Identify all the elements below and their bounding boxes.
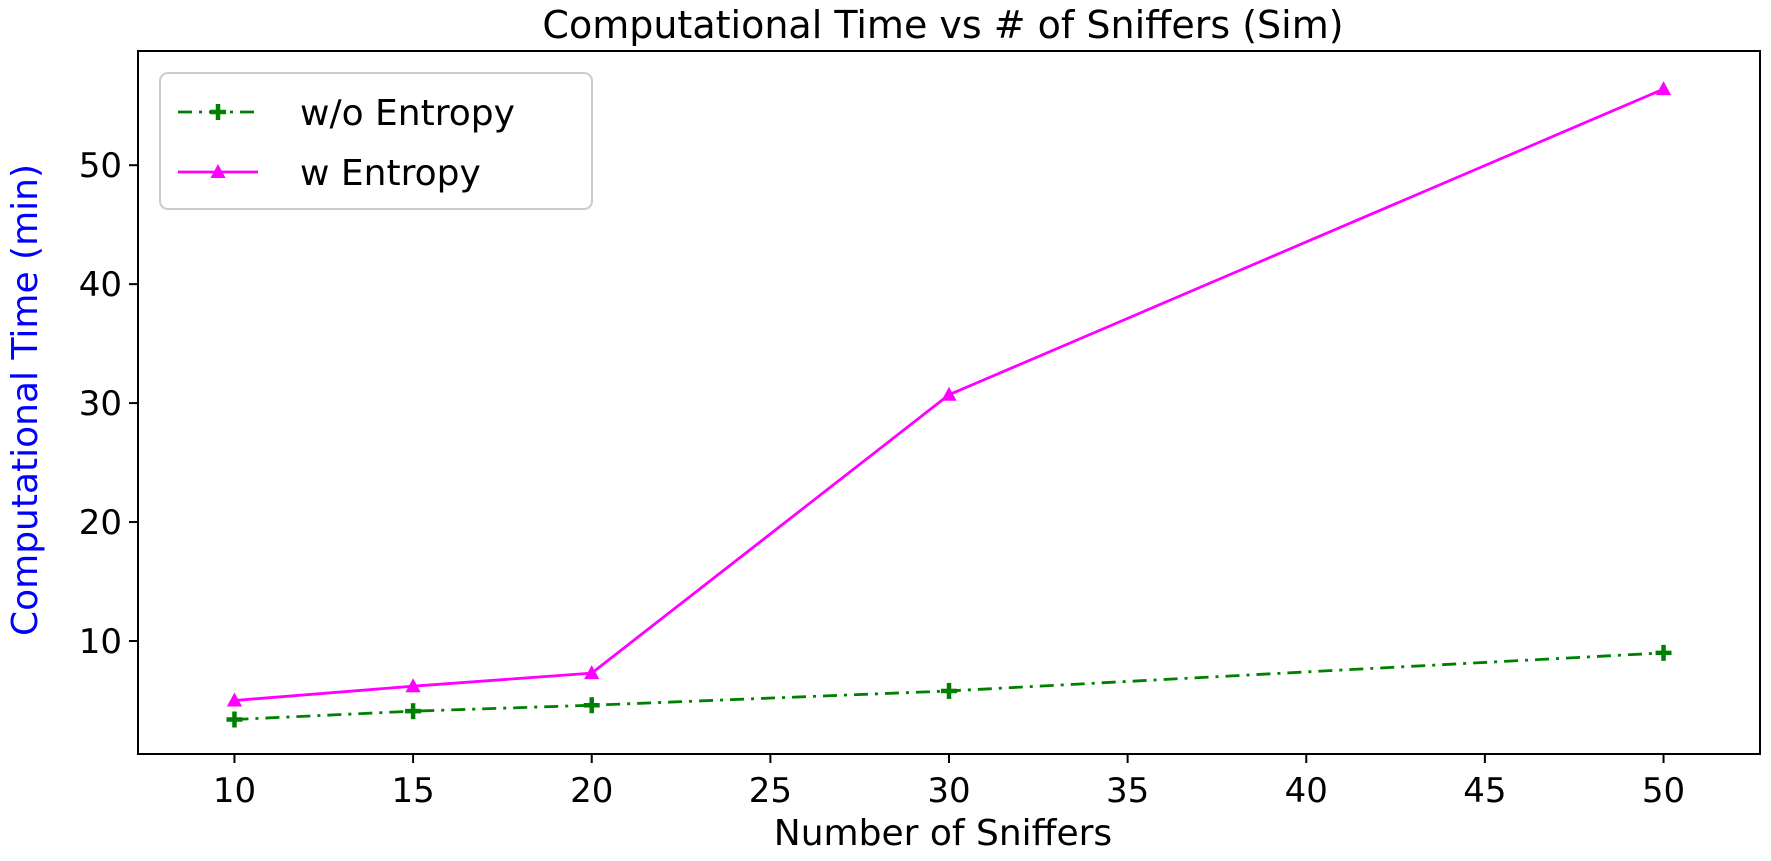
x-tick-label: 45: [1463, 771, 1506, 811]
data-point-triangle: [210, 164, 226, 178]
y-tick-label: 20: [79, 503, 122, 543]
series-0: [226, 644, 1672, 728]
data-point-plus: [226, 711, 243, 728]
data-point-triangle: [584, 665, 600, 680]
data-point-triangle: [405, 678, 421, 693]
legend-entry: w/o Entropy: [178, 93, 515, 134]
y-axis: 10 20 30 40 50: [79, 146, 138, 662]
x-tick-label: 15: [391, 771, 434, 811]
data-point-plus: [405, 703, 422, 720]
x-axis-title: Number of Sniffers: [774, 813, 1112, 854]
y-tick-label: 10: [79, 622, 122, 662]
data-point-plus: [210, 104, 226, 120]
data-point-plus: [1655, 644, 1672, 661]
series-1: [226, 81, 1672, 707]
x-tick-label: 10: [213, 771, 256, 811]
data-point-triangle: [1655, 81, 1672, 96]
legend-label: w/o Entropy: [300, 93, 515, 134]
y-tick-label: 40: [79, 265, 122, 305]
data-point-plus: [583, 697, 600, 714]
y-axis-title: Computational Time (min): [5, 164, 46, 636]
data-point-triangle: [941, 386, 957, 401]
x-tick-label: 20: [570, 771, 613, 811]
data-point-plus: [941, 682, 957, 699]
x-tick-label: 50: [1642, 771, 1685, 811]
data-point-triangle: [226, 692, 243, 707]
series-line: [234, 651, 1664, 721]
x-axis: 10 15 20 25 30 35 40 45 50: [213, 754, 1685, 811]
legend-box: [159, 72, 593, 210]
legend-entry: w Entropy: [178, 153, 481, 194]
y-tick-label: 50: [79, 146, 122, 186]
x-tick-label: 30: [927, 771, 970, 811]
x-tick-label: 40: [1285, 771, 1328, 811]
plot-area: [226, 81, 1672, 728]
y-tick-label: 30: [79, 384, 122, 424]
chart-title: Computational Time vs # of Sniffers (Sim…: [542, 3, 1343, 47]
legend: w/o Entropy w Entropy: [159, 72, 593, 210]
legend-label: w Entropy: [300, 153, 481, 194]
x-tick-label: 35: [1106, 771, 1149, 811]
x-tick-label: 25: [749, 771, 792, 811]
